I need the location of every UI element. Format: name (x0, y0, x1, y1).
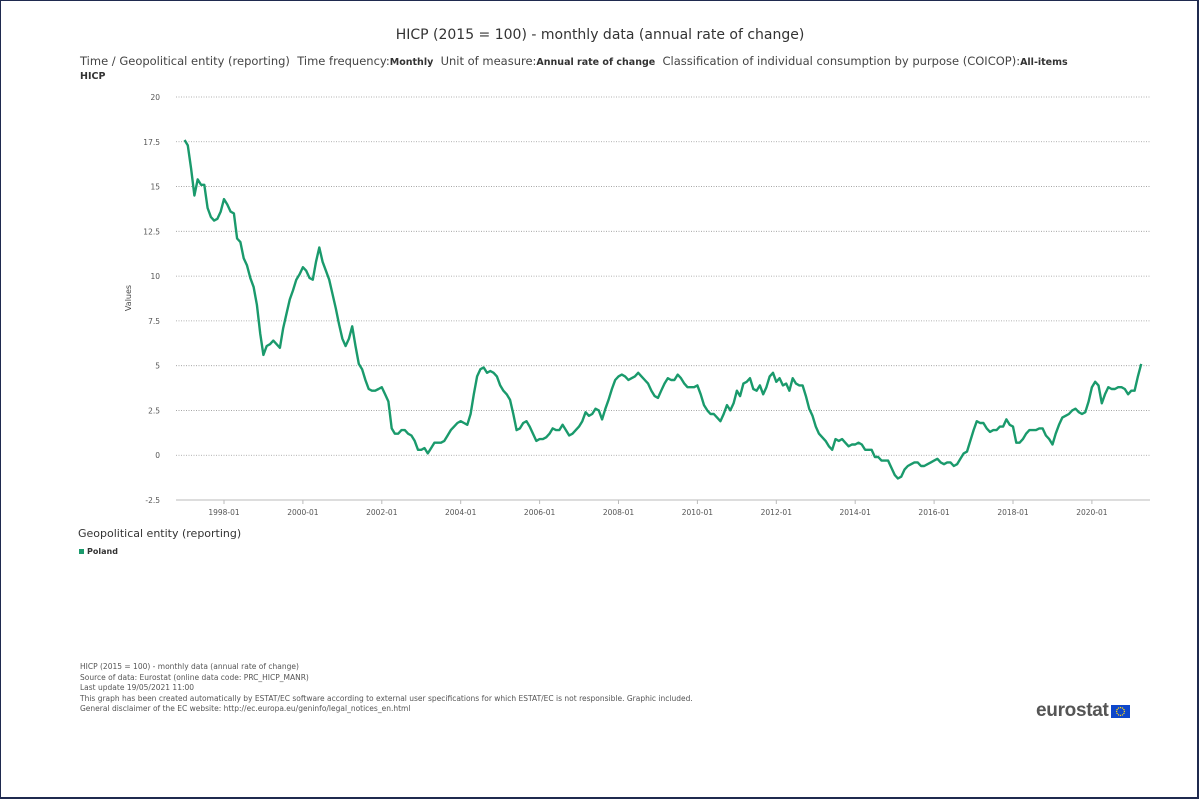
series-line-poland[interactable] (183, 139, 1143, 480)
chart-grid (176, 96, 1150, 501)
x-tick-label: 2004-01 (445, 508, 477, 517)
y-tick-label: 17.5 (143, 138, 160, 147)
footer-line-update: Last update 19/05/2021 11:00 (80, 683, 195, 692)
x-tick-label: 2018-01 (997, 508, 1029, 517)
legend-swatch (79, 549, 84, 554)
y-tick-label: 15 (150, 183, 160, 192)
y-tick-label: 20 (150, 93, 160, 102)
chart-subtitle: Time / Geopolitical entity (reporting) T… (80, 55, 1090, 83)
footer-line-generated: This graph has been created automaticall… (80, 693, 693, 703)
y-tick-label: -2.5 (145, 496, 160, 505)
chart-series (183, 139, 1143, 480)
subtitle-classification-value: All-items HICP (80, 57, 1068, 82)
x-tick-label: 2020-01 (1076, 508, 1108, 517)
x-tick-label: 2012-01 (761, 508, 793, 517)
subtitle-unit-label: Unit of measure: (440, 54, 537, 68)
x-tick-label: 2010-01 (682, 508, 714, 517)
legend-item-poland[interactable]: Poland (79, 547, 118, 556)
x-tick-label: 2016-01 (918, 508, 950, 517)
subtitle-dimension: Time / Geopolitical entity (reporting) (80, 54, 290, 68)
subtitle-unit-value: Annual rate of change (536, 57, 656, 68)
subtitle-classification-label: Classification of individual consumption… (662, 54, 1021, 68)
x-tick-label: 2002-01 (366, 508, 398, 517)
subtitle-frequency-value: Monthly (389, 57, 434, 68)
eu-flag-icon (1110, 704, 1130, 718)
y-tick-label: 12.5 (143, 227, 160, 236)
y-axis-label: Values (124, 285, 133, 311)
y-tick-label: 7.5 (148, 317, 160, 326)
footer-line-source: Source of data: Eurostat (online data co… (80, 672, 309, 682)
chart-title: HICP (2015 = 100) - monthly data (annual… (395, 27, 805, 43)
footer-line-disclaimer: General disclaimer of the EC website: ht… (80, 704, 411, 713)
legend-item-label: Poland (87, 547, 118, 556)
x-tick-label: 2014-01 (840, 508, 872, 517)
y-axis-ticks: -2.5 0 2.5 5 7.5 10 12.5 15 17.5 20 (143, 93, 160, 505)
x-axis-ticks: 1998-01 2000-01 2002-01 2004-01 2006-01 2008-… (208, 500, 1108, 517)
footer-notes: HICP (2015 = 100) - monthly data (annual… (80, 662, 693, 715)
x-tick-label: 2008-01 (603, 508, 635, 517)
y-tick-label: 0 (155, 451, 160, 460)
subtitle-frequency-label: Time frequency: (297, 54, 390, 68)
x-tick-label: 1998-01 (208, 508, 240, 517)
legend-title: Geopolitical entity (reporting) (78, 527, 242, 540)
y-tick-label: 10 (150, 272, 160, 281)
y-tick-label: 2.5 (148, 406, 160, 415)
y-tick-label: 5 (155, 362, 160, 371)
logo-text: eurostat (1036, 700, 1109, 721)
eurostat-logo: eurostat (1036, 700, 1130, 722)
footer-line-title: HICP (2015 = 100) - monthly data (annual… (80, 662, 299, 671)
x-tick-label: 2000-01 (287, 508, 319, 517)
x-tick-label: 2006-01 (524, 508, 556, 517)
